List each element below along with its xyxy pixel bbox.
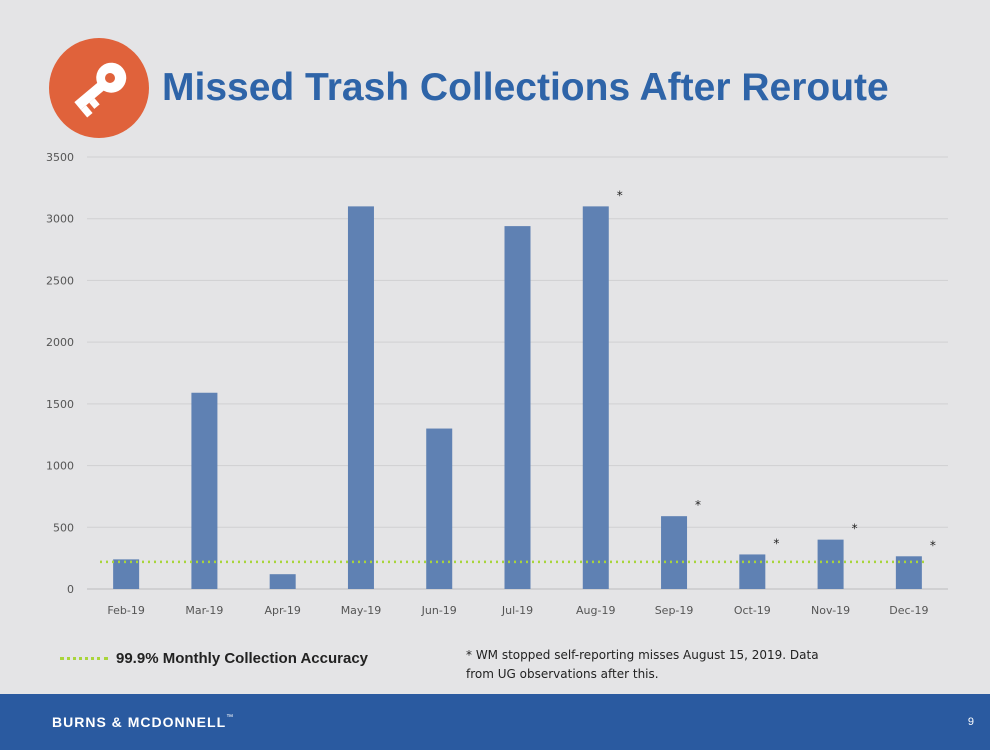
x-tick-label: Jul-19 (501, 604, 533, 617)
footer-bar: BURNS & MCDONNELL™ 9 (0, 694, 990, 750)
brand-ampersand: & (111, 714, 123, 730)
bar (113, 559, 140, 589)
bar (504, 226, 531, 589)
y-tick-label: 2500 (46, 274, 74, 287)
asterisk-marker: * (773, 536, 779, 550)
slide-title: Missed Trash Collections After Reroute (162, 66, 889, 109)
x-tick-label: Nov-19 (811, 604, 850, 617)
company-logo: BURNS & MCDONNELL™ (52, 714, 234, 730)
legend-dotted-line (60, 656, 108, 660)
bar (269, 574, 296, 589)
footnote: * WM stopped self-reporting misses Augus… (466, 648, 819, 681)
x-tick-label: Sep-19 (655, 604, 694, 617)
legend-label: 99.9% Monthly Collection Accuracy (116, 649, 369, 667)
y-tick-label: 1500 (46, 398, 74, 411)
y-tick-label: 3500 (46, 151, 74, 164)
asterisk-marker: * (930, 538, 936, 552)
bar (817, 539, 844, 589)
asterisk-marker: * (852, 522, 858, 536)
bar (661, 516, 688, 589)
bar (191, 392, 218, 589)
asterisk-marker: * (695, 498, 701, 512)
legend: 99.9% Monthly Collection Accuracy (60, 648, 368, 668)
page-number: 9 (967, 716, 974, 728)
key-logo (49, 38, 149, 138)
x-tick-label: Mar-19 (185, 604, 223, 617)
x-tick-label: May-19 (341, 604, 382, 617)
trademark-mark: ™ (226, 714, 235, 721)
y-tick-label: 0 (67, 583, 74, 596)
bar (739, 554, 766, 589)
bar-chart: 0 500 1000 1500 2000 2500 3000 3500 Feb-19 Mar-19… (46, 151, 948, 617)
y-tick-label: 2000 (46, 336, 74, 349)
y-tick-label: 1000 (46, 460, 74, 473)
key-icon (74, 62, 127, 118)
brand-left: BURNS (52, 714, 107, 730)
bar (582, 206, 609, 589)
y-tick-label: 3000 (46, 213, 74, 226)
y-tick-label: 500 (53, 521, 74, 534)
brand-right: MCDONNELL (127, 714, 227, 730)
x-tick-label: Oct-19 (734, 604, 771, 617)
x-tick-label: Aug-19 (576, 604, 615, 617)
x-tick-label: Apr-19 (265, 604, 301, 617)
x-tick-label: Jun-19 (421, 604, 457, 617)
x-tick-label: Feb-19 (107, 604, 144, 617)
bar (426, 428, 453, 589)
asterisk-marker: * (617, 188, 623, 202)
x-tick-label: Dec-19 (889, 604, 928, 617)
bar (347, 206, 374, 589)
